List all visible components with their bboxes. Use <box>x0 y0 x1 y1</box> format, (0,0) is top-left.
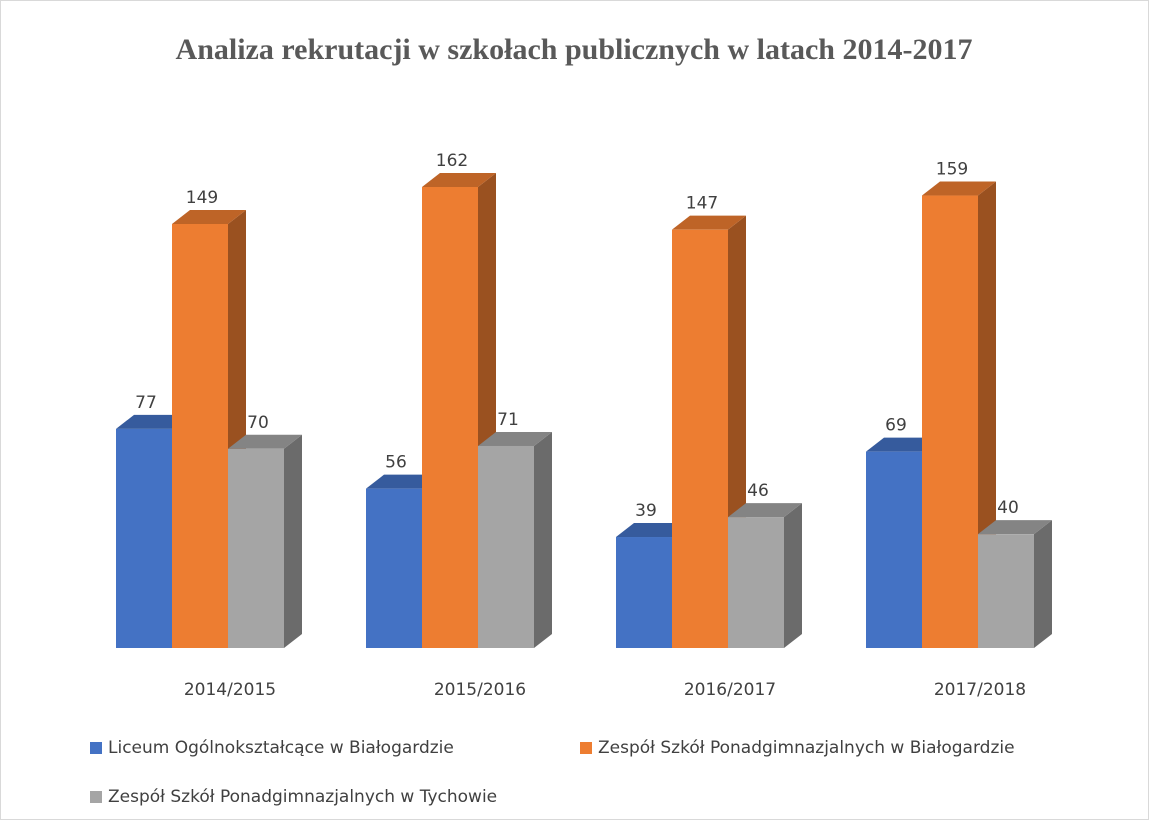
bar-front <box>478 445 534 648</box>
bar-top <box>866 437 940 452</box>
bar-top <box>616 523 690 538</box>
bar-top <box>728 503 802 518</box>
bar-front <box>978 534 1034 648</box>
chart-title: Analiza rekrutacji w szkołach publicznyc… <box>176 33 973 66</box>
bar <box>978 520 1052 648</box>
legend-swatch <box>90 791 102 803</box>
bar-front <box>228 448 284 648</box>
x-tick-label: 2016/2017 <box>684 680 776 700</box>
bar-top <box>478 431 552 446</box>
bar-front <box>672 229 728 648</box>
bar-top <box>978 520 1052 535</box>
legend-label: Liceum Ogólnokształcące w Białogardzie <box>108 738 454 758</box>
legend-swatch <box>580 742 592 754</box>
data-label: 147 <box>686 194 718 214</box>
bar-top <box>228 434 302 449</box>
bar-top <box>922 181 996 196</box>
bar-front <box>728 517 784 648</box>
bar-side <box>284 434 302 648</box>
bar-front <box>422 187 478 648</box>
x-tick-label: 2014/2015 <box>184 680 276 700</box>
bar <box>922 181 996 648</box>
legend-swatch <box>90 742 102 754</box>
bar-front <box>116 428 172 648</box>
bar-top <box>172 209 246 224</box>
data-label: 40 <box>997 498 1019 518</box>
bar-front <box>866 451 922 648</box>
bar-side <box>1034 520 1052 648</box>
bar-front <box>922 195 978 648</box>
data-label: 69 <box>885 416 907 436</box>
bar-top <box>116 414 190 429</box>
data-label: 149 <box>186 188 218 208</box>
bar-top <box>422 173 496 187</box>
bar-top <box>366 474 440 489</box>
bar-front <box>172 223 228 648</box>
data-label: 70 <box>247 413 269 433</box>
bar-front <box>366 488 422 648</box>
data-label: 159 <box>936 160 968 180</box>
bar-side <box>534 431 552 648</box>
bar-side <box>784 503 802 648</box>
bar <box>728 503 802 648</box>
x-tick-label: 2017/2018 <box>934 680 1026 700</box>
data-label: 46 <box>747 481 769 501</box>
bar <box>228 434 302 648</box>
data-label: 71 <box>497 410 519 430</box>
data-label: 77 <box>135 393 157 413</box>
data-label: 162 <box>436 151 468 171</box>
legend-label: Zespół Szkół Ponadgimnazjalnych w Białog… <box>598 738 1015 758</box>
data-label: 39 <box>635 501 657 521</box>
bar <box>478 431 552 648</box>
data-label: 56 <box>385 453 407 473</box>
bar-front <box>616 537 672 648</box>
bar <box>172 209 246 648</box>
bar-top <box>672 215 746 230</box>
legend-label: Zespół Szkół Ponadgimnazjalnych w Tychow… <box>108 787 497 807</box>
x-tick-label: 2015/2016 <box>434 680 526 700</box>
